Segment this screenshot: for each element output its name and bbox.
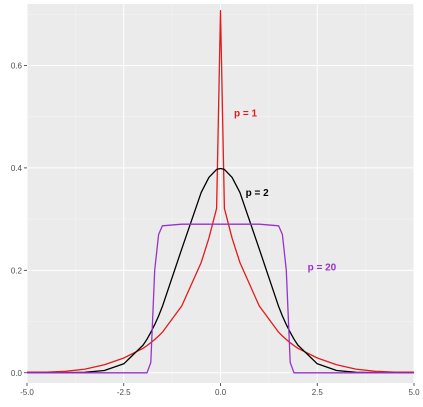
x-tick-label: 2.5 [312, 388, 324, 397]
y-tick-label: 0.2 [11, 266, 23, 275]
y-tick-label: 0.6 [11, 61, 23, 70]
x-axis: -5.0 -2.5 0.0 2.5 5.0 [20, 383, 420, 397]
x-tick-label: 0.0 [215, 388, 227, 397]
major-gridlines [26, 4, 415, 383]
series-line-1 [26, 9, 415, 373]
x-tick-label: -2.5 [117, 388, 131, 397]
series-lines [26, 9, 415, 374]
y-tick-label: 0.0 [11, 369, 23, 378]
series-line-3 [27, 223, 414, 374]
x-tick-label: 5.0 [408, 388, 420, 397]
series-labels: p = 1 p = 2 p = 20 [234, 109, 337, 274]
series-label-3: p = 20 [308, 262, 337, 273]
series-label-2: p = 2 [246, 188, 270, 199]
y-axis: 0.0 0.2 0.4 0.6 [11, 61, 27, 378]
series-label-1: p = 1 [234, 109, 258, 120]
series-line-2 [27, 167, 414, 374]
x-tick-label: -5.0 [20, 388, 34, 397]
y-tick-label: 0.4 [11, 164, 23, 173]
